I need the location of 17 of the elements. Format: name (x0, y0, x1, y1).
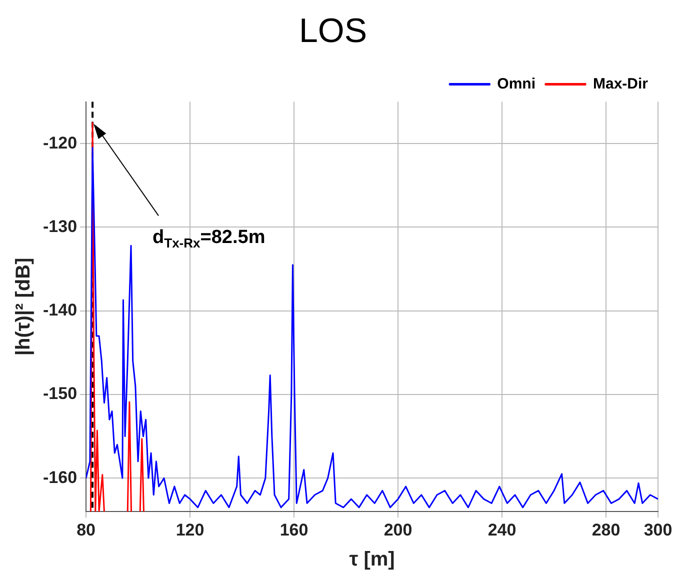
chart-title: LOS (298, 12, 368, 50)
y-tick-label: -120 (42, 133, 78, 152)
y-axis-title: |h(τ)|² [dB] (12, 258, 35, 356)
x-tick-label: 200 (384, 520, 412, 540)
y-tick-label: -130 (42, 216, 78, 236)
x-tick-label: 240 (488, 520, 516, 540)
y-tick-label: -140 (42, 300, 78, 320)
legend-label: Omni (497, 75, 536, 92)
x-tick-label: 120 (176, 520, 204, 540)
y-tick-label: -160 (42, 468, 78, 487)
x-tick-label: 280 (592, 520, 620, 540)
x-axis-title: τ [m] (349, 548, 395, 571)
x-tick-label: 300 (644, 520, 672, 540)
x-tick-label: 160 (280, 520, 308, 540)
x-tick-label: 80 (76, 520, 96, 540)
legend-label: Max-Dir (592, 75, 648, 92)
y-tick-label: -150 (42, 384, 78, 404)
